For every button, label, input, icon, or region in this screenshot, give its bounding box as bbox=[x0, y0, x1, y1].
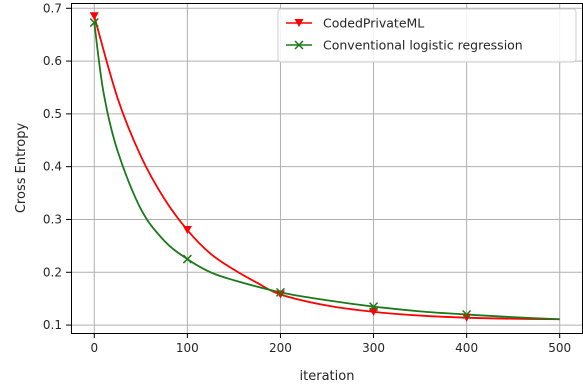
series-line-codedprivateml bbox=[93, 15, 560, 321]
y-tick-label: 0.2 bbox=[43, 265, 62, 279]
y-tick-label: 0.3 bbox=[43, 212, 62, 226]
legend-marker-codedprivateml bbox=[294, 19, 304, 27]
legend-marker-conventional bbox=[294, 40, 304, 50]
data-point-codedprivateml bbox=[89, 12, 99, 21]
x-tick-label: 500 bbox=[548, 341, 571, 355]
data-point-conventional bbox=[275, 287, 285, 297]
legend-label-conventional: Conventional logistic regression bbox=[323, 38, 523, 53]
data-point-codedprivateml bbox=[462, 313, 472, 322]
series-markers bbox=[89, 12, 472, 322]
y-tick-label: 0.6 bbox=[43, 54, 62, 68]
legend: CodedPrivateML Conventional logistic reg… bbox=[277, 8, 577, 63]
y-tick-label: 0.1 bbox=[43, 318, 62, 332]
y-axis-label: Cross Entropy bbox=[14, 123, 29, 214]
legend-label-codedprivateml: CodedPrivateML bbox=[323, 16, 424, 31]
data-point-conventional bbox=[89, 18, 99, 28]
y-tick-label: 0.4 bbox=[43, 160, 62, 174]
y-axis-ticks: 0.1 0.2 0.3 0.4 0.5 0.6 0.7 bbox=[43, 1, 71, 332]
series-lines bbox=[93, 15, 560, 321]
y-tick-label: 0.7 bbox=[43, 1, 62, 15]
data-point-conventional bbox=[369, 302, 379, 312]
data-point-codedprivateml bbox=[182, 226, 192, 235]
x-axis-ticks: 0 100 200 300 400 500 bbox=[90, 333, 571, 355]
legend-box bbox=[277, 8, 577, 63]
y-tick-label: 0.5 bbox=[43, 107, 62, 121]
x-tick-label: 100 bbox=[176, 341, 199, 355]
data-point-codedprivateml bbox=[275, 290, 285, 299]
data-point-conventional bbox=[462, 309, 472, 320]
x-axis-label: iteration bbox=[300, 369, 355, 384]
x-tick-label: 0 bbox=[90, 341, 98, 355]
x-tick-label: 400 bbox=[455, 341, 478, 355]
data-point-conventional bbox=[182, 254, 192, 264]
series-line-conventional bbox=[93, 22, 560, 321]
x-tick-label: 200 bbox=[269, 341, 292, 355]
x-tick-label: 300 bbox=[362, 341, 385, 355]
